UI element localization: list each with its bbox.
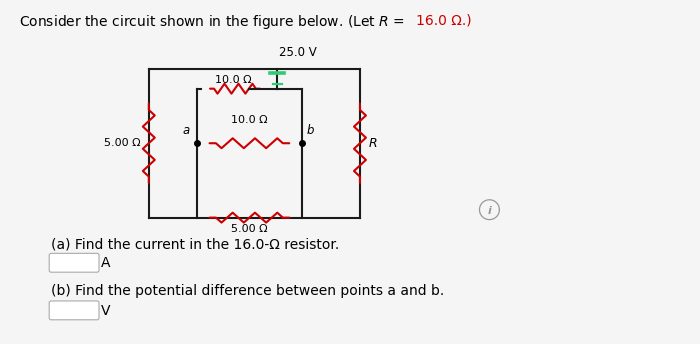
- Text: $R$: $R$: [368, 137, 377, 150]
- Text: i: i: [487, 206, 491, 216]
- Text: 10.0 Ω: 10.0 Ω: [215, 75, 251, 85]
- Text: V: V: [101, 304, 111, 318]
- Text: 25.0 V: 25.0 V: [279, 46, 317, 59]
- FancyBboxPatch shape: [49, 301, 99, 320]
- FancyBboxPatch shape: [49, 253, 99, 272]
- Text: A: A: [101, 256, 111, 270]
- Text: 5.00 Ω: 5.00 Ω: [104, 138, 141, 148]
- Text: 16.0 Ω.): 16.0 Ω.): [416, 13, 471, 27]
- Text: $b$: $b$: [306, 123, 315, 137]
- Text: 10.0 Ω: 10.0 Ω: [231, 115, 267, 125]
- Text: 5.00 Ω: 5.00 Ω: [231, 224, 267, 234]
- Text: Consider the circuit shown in the figure below. (Let $R$ =: Consider the circuit shown in the figure…: [20, 13, 407, 31]
- Text: $a$: $a$: [182, 124, 190, 137]
- Text: (a) Find the current in the 16.0-Ω resistor.: (a) Find the current in the 16.0-Ω resis…: [51, 237, 340, 251]
- Text: (b) Find the potential difference between points a and b.: (b) Find the potential difference betwee…: [51, 284, 444, 298]
